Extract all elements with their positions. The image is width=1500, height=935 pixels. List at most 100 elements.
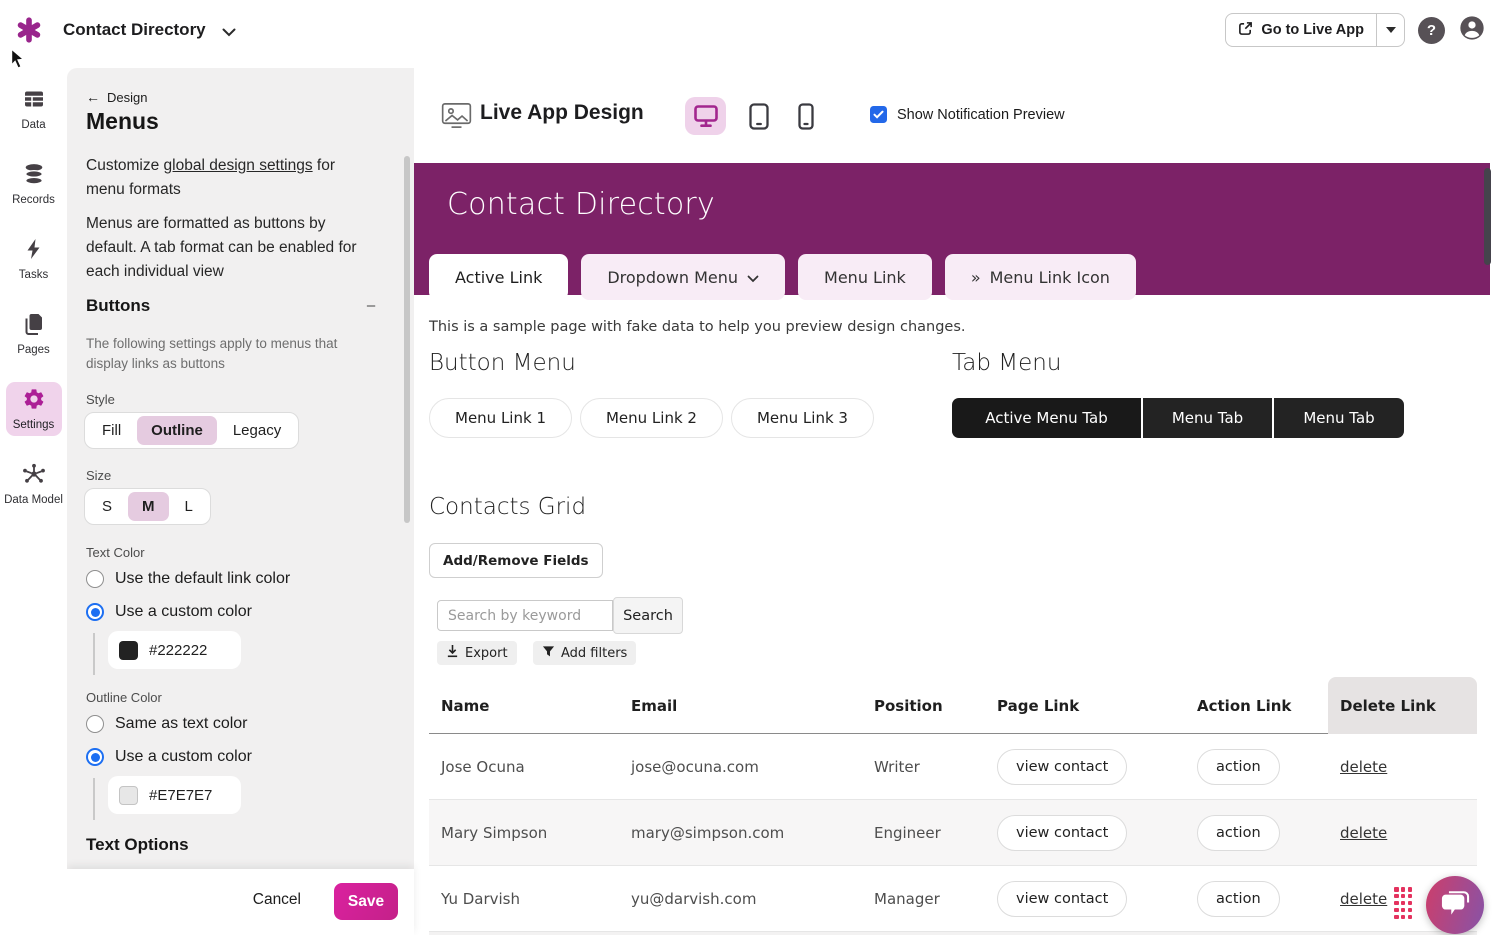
menu-link-2-button[interactable]: Menu Link 2 — [579, 398, 723, 438]
outline-color-same-radio[interactable]: Same as text color — [86, 715, 248, 733]
live-app-preview: Live App Design Show Notification Previe… — [414, 68, 1500, 935]
view-contact-button[interactable]: view contact — [997, 814, 1128, 851]
color-swatch-dark[interactable] — [119, 640, 138, 660]
account-button[interactable] — [1458, 14, 1486, 47]
cancel-button[interactable]: Cancel — [252, 891, 301, 908]
tab-active-link[interactable]: Active Link — [429, 254, 569, 300]
preview-title: Live App Design — [480, 101, 644, 124]
search-input[interactable] — [437, 600, 613, 631]
text-color-label: Text Color — [86, 545, 145, 560]
radio-unselected-icon[interactable] — [86, 715, 104, 733]
panel-footer: Cancel Save — [67, 869, 414, 935]
sidebar-item-pages[interactable]: Pages — [6, 307, 62, 361]
sidebar-item-tasks[interactable]: Tasks — [6, 232, 62, 286]
menu-link-3-button[interactable]: Menu Link 3 — [730, 398, 874, 438]
add-filters-button[interactable]: Add filters — [533, 641, 637, 665]
intro-prefix: Customize — [86, 157, 164, 174]
notification-checkbox-label[interactable]: Show Notification Preview — [897, 106, 1065, 123]
sidebar-item-records[interactable]: Records — [6, 157, 62, 211]
cell-email: jose@ocuna.com — [631, 757, 759, 776]
tab-menu-link[interactable]: Menu Link — [798, 254, 932, 300]
back-to-design-link[interactable]: Design — [86, 89, 147, 105]
menu-tab-2[interactable]: Menu Tab — [1143, 398, 1272, 438]
outline-color-custom-radio[interactable]: Use a custom color — [86, 748, 252, 766]
action-button[interactable]: action — [1197, 748, 1280, 785]
device-phone-button[interactable] — [785, 97, 826, 135]
search-button[interactable]: Search — [613, 597, 683, 634]
device-desktop-button[interactable] — [685, 97, 726, 135]
text-color-input[interactable]: #222222 — [108, 631, 241, 669]
delete-link[interactable]: delete — [1340, 823, 1388, 842]
app-title-chevron-down-icon[interactable] — [222, 24, 237, 37]
size-option-m[interactable]: M — [128, 492, 169, 521]
sidebar-item-data[interactable]: Data — [6, 82, 62, 136]
buttons-section-title: Buttons — [86, 296, 151, 315]
go-to-live-app-button[interactable]: Go to Live App — [1226, 14, 1376, 46]
size-option-l[interactable]: L — [184, 498, 193, 515]
live-app-dropdown-caret[interactable] — [1376, 14, 1404, 46]
help-button[interactable] — [1418, 16, 1445, 44]
text-color-custom-radio[interactable]: Use a custom color — [86, 603, 252, 621]
column-header-delete-link[interactable]: Delete Link — [1328, 677, 1477, 734]
column-header-email[interactable]: Email — [631, 696, 678, 715]
device-tablet-button[interactable] — [738, 97, 779, 135]
go-to-live-app-split-button: Go to Live App — [1225, 13, 1405, 47]
add-remove-fields-button[interactable]: Add/Remove Fields — [429, 543, 603, 578]
back-label: Design — [107, 89, 148, 105]
size-option-s[interactable]: S — [102, 498, 113, 515]
text-color-default-radio[interactable]: Use the default link color — [86, 570, 290, 588]
tab-label: Menu Link Icon — [989, 267, 1110, 287]
save-button[interactable]: Save — [334, 883, 398, 920]
next-row-edge — [429, 932, 1477, 935]
contacts-grid-heading: Contacts Grid — [429, 494, 587, 520]
column-header-page-link[interactable]: Page Link — [997, 696, 1080, 715]
preview-page-header: Contact Directory Active Link Dropdown M… — [414, 163, 1490, 300]
data-table-icon — [22, 87, 46, 116]
cell-position: Manager — [874, 889, 940, 908]
radio-selected-icon[interactable] — [86, 603, 104, 621]
cell-name: Yu Darvish — [441, 889, 520, 908]
column-header-position[interactable]: Position — [874, 696, 943, 715]
collapse-section-icon[interactable] — [364, 297, 378, 315]
column-header-action-link[interactable]: Action Link — [1197, 696, 1292, 715]
export-button[interactable]: Export — [437, 641, 517, 665]
style-option-fill[interactable]: Fill — [102, 422, 122, 439]
delete-link[interactable]: delete — [1340, 757, 1388, 776]
view-contact-button[interactable]: view contact — [997, 880, 1128, 917]
tab-menu-link-icon[interactable]: » Menu Link Icon — [944, 254, 1136, 300]
delete-link[interactable]: delete — [1340, 889, 1388, 908]
show-notification-checkbox[interactable] — [870, 106, 887, 123]
chat-widget-button[interactable] — [1426, 876, 1484, 934]
view-contact-button[interactable]: view contact — [997, 748, 1128, 785]
panel-scrollbar[interactable] — [404, 156, 410, 523]
radio-label: Use a custom color — [115, 603, 252, 620]
color-swatch-light[interactable] — [119, 785, 138, 805]
outline-color-label: Outline Color — [86, 690, 162, 705]
radio-selected-icon[interactable] — [86, 748, 104, 766]
main-scrollbar[interactable] — [1484, 168, 1491, 265]
menu-link-1-button[interactable]: Menu Link 1 — [429, 398, 572, 438]
style-option-outline[interactable]: Outline — [137, 416, 217, 445]
sidebar-item-settings[interactable]: Settings — [5, 382, 62, 436]
preview-page-title: Contact Directory — [447, 187, 715, 222]
column-header-name[interactable]: Name — [441, 696, 490, 715]
sidebar-item-data-model[interactable]: Data Model — [0, 457, 67, 511]
tab-menu-heading: Tab Menu — [952, 350, 1062, 376]
top-bar: Contact Directory Go to Live App — [0, 0, 1500, 60]
action-button[interactable]: action — [1197, 880, 1280, 917]
knack-logo-icon[interactable] — [16, 17, 42, 43]
outline-color-input[interactable]: #E7E7E7 — [108, 776, 241, 814]
radio-unselected-icon[interactable] — [86, 570, 104, 588]
tab-dropdown-menu[interactable]: Dropdown Menu — [581, 254, 786, 300]
active-menu-tab[interactable]: Active Menu Tab — [952, 398, 1141, 438]
menu-tab-3[interactable]: Menu Tab — [1274, 398, 1404, 438]
drag-handle[interactable] — [1394, 887, 1413, 920]
notification-preview-toggle: Show Notification Preview — [870, 106, 1065, 123]
style-option-legacy[interactable]: Legacy — [232, 422, 282, 439]
action-button[interactable]: action — [1197, 814, 1280, 851]
cell-name: Jose Ocuna — [441, 757, 525, 776]
intro-suffix: for menu formats — [86, 157, 336, 198]
global-design-settings-link[interactable]: global design settings — [163, 157, 313, 174]
preview-menu-tabs: Active Link Dropdown Menu Menu Link » Me… — [429, 254, 1136, 300]
